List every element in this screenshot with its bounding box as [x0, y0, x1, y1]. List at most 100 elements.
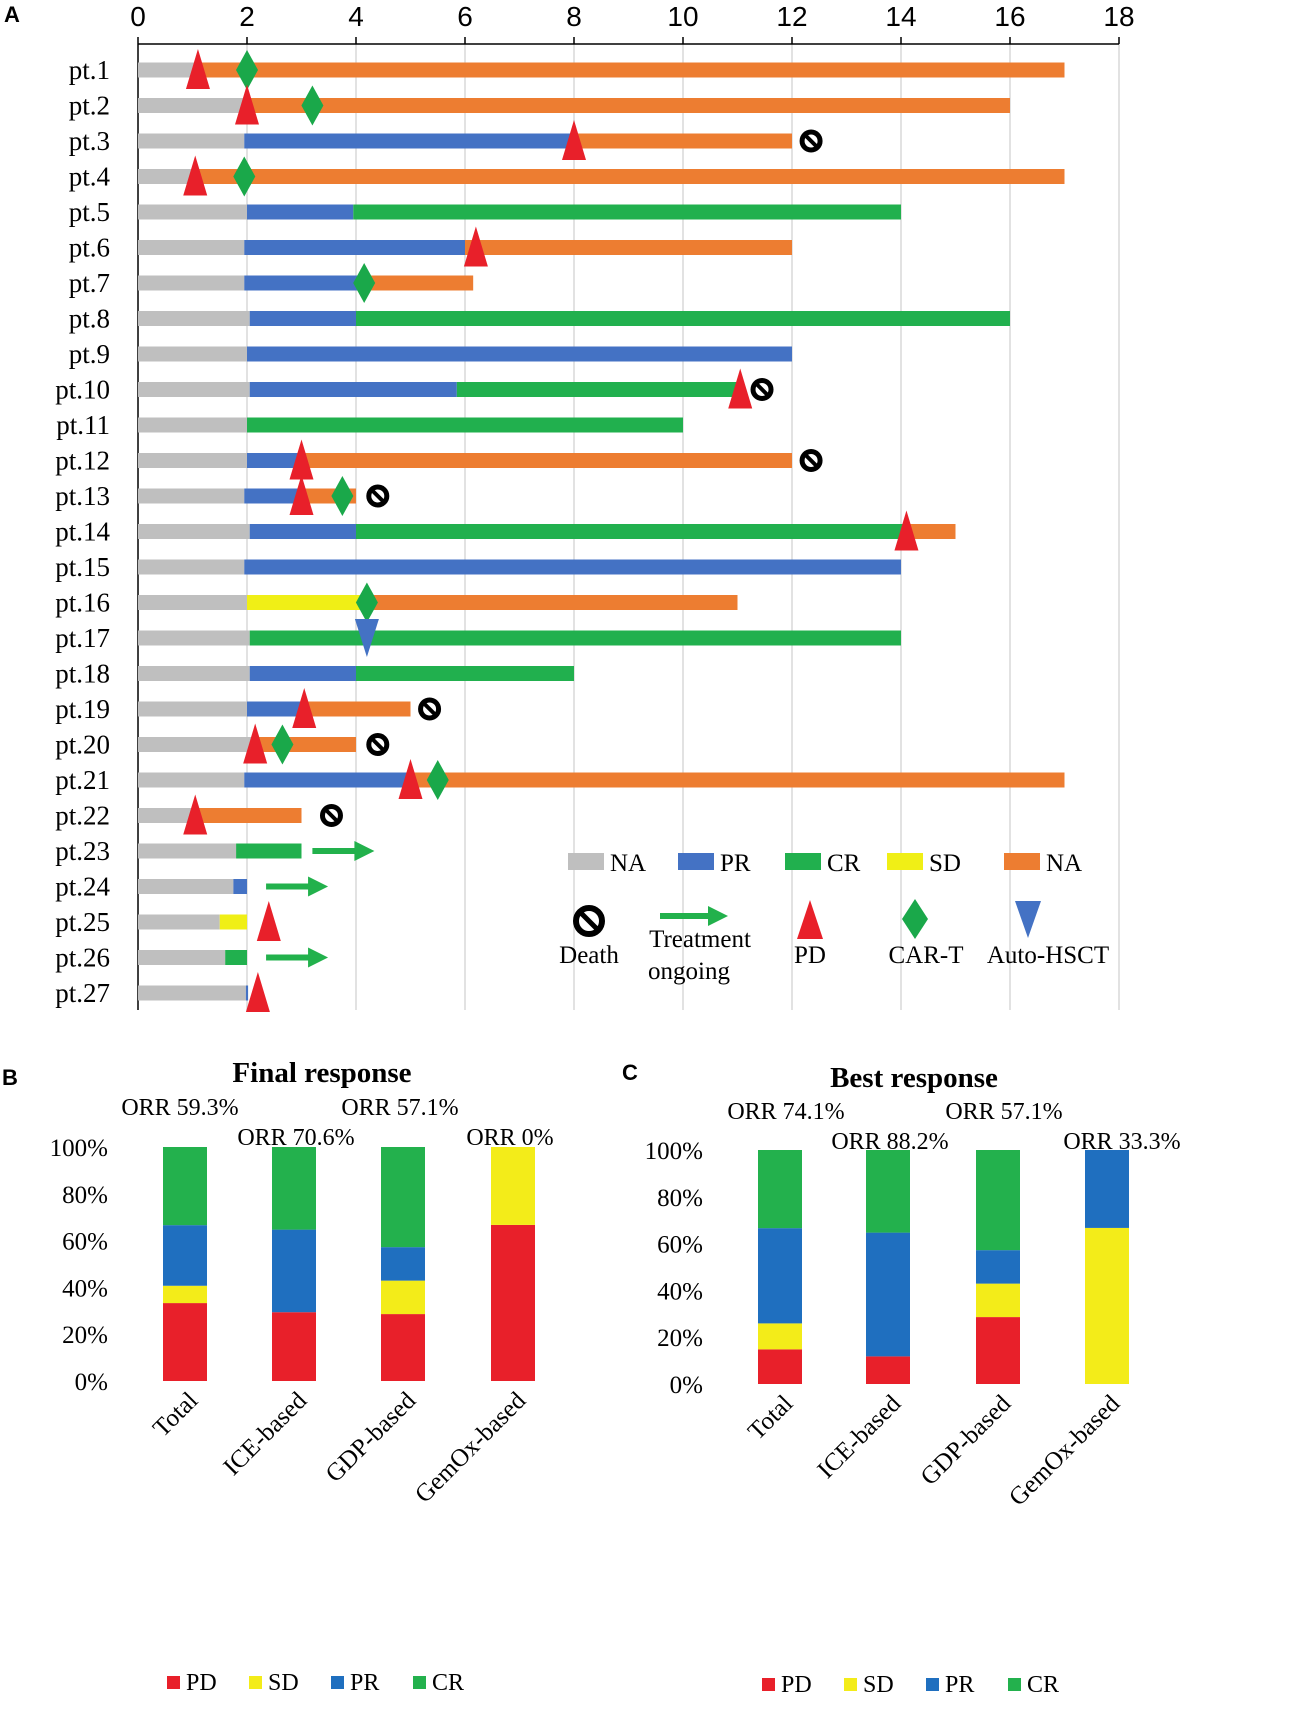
- patient-row: pt.26: [55, 943, 329, 973]
- patient-label: pt.6: [69, 233, 110, 263]
- category-label: Total: [148, 1387, 203, 1442]
- patient-row: pt.24: [55, 872, 329, 902]
- segment-na-orange: [255, 737, 356, 752]
- segment-na-orange: [195, 808, 302, 823]
- pd-marker: [289, 439, 314, 480]
- x-tick-label: 14: [885, 1, 916, 32]
- panel-a-timeline: A 0 2 4 6 8 10 12 14 16 18 pt.1 pt.2 pt.3 pt.4 pt.5 pt.6…: [4, 1, 1135, 1012]
- patient-row: pt.8: [69, 304, 1010, 334]
- patient-row: pt.20: [55, 723, 390, 765]
- chart-title: Best response: [830, 1062, 998, 1094]
- patient-row: pt.25: [55, 901, 281, 941]
- patient-label: pt.18: [55, 659, 110, 689]
- legend-swatch-cr: [785, 853, 821, 870]
- orr-label: ORR 57.1%: [945, 1099, 1062, 1125]
- patient-label: pt.20: [55, 730, 110, 760]
- legend-label-pr: PR: [350, 1670, 379, 1696]
- legend-swatch-sd: [887, 853, 923, 870]
- bar-pd: [272, 1312, 316, 1381]
- orr-label: ORR 74.1%: [727, 1099, 844, 1125]
- bar-pd: [491, 1224, 535, 1381]
- segment-na-orange: [366, 275, 474, 291]
- segment-na-gray: [138, 417, 247, 433]
- segment-na-gray: [138, 169, 196, 184]
- x-tick-label: 4: [348, 1, 364, 32]
- cart-marker: [426, 760, 449, 800]
- pd-marker: [463, 226, 488, 267]
- category-label: GemOx-based: [1004, 1390, 1126, 1512]
- death-marker: [418, 697, 442, 721]
- pd-marker: [728, 368, 753, 409]
- segment-na-gray: [138, 701, 247, 717]
- bar-pd: [163, 1303, 207, 1381]
- segment-na-gray: [138, 488, 245, 504]
- segment-cr: [356, 311, 1010, 326]
- patient-label: pt.13: [55, 481, 110, 511]
- pd-marker: [183, 155, 208, 196]
- segment-pr: [244, 240, 465, 255]
- death-slash: [578, 910, 600, 932]
- legend-label-cr: CR: [432, 1670, 464, 1696]
- patient-label: pt.23: [55, 836, 110, 866]
- segment-pr: [247, 701, 307, 717]
- arrow-head: [308, 947, 329, 968]
- segment-na-gray: [138, 772, 245, 788]
- cart-marker: [271, 724, 294, 765]
- cart-marker: [233, 156, 256, 197]
- patient-row: pt.4: [69, 155, 1065, 197]
- legend-auto-hsct-label: Auto-HSCT: [987, 942, 1109, 969]
- legend-label-na-orange: NA: [1046, 850, 1082, 877]
- segment-cr: [456, 382, 738, 397]
- pd-marker: [235, 84, 259, 125]
- patient-row: pt.19: [55, 688, 442, 728]
- patient-label: pt.2: [69, 91, 110, 121]
- panel-b-label: B: [2, 1065, 18, 1090]
- patient-row: pt.18: [55, 659, 574, 689]
- segment-cr: [236, 843, 302, 859]
- legend: PD SD PR CR: [167, 1670, 464, 1696]
- patient-label: pt.15: [55, 552, 110, 582]
- pd-marker: [256, 901, 281, 941]
- patient-label: pt.14: [55, 517, 110, 547]
- segment-pr: [249, 382, 457, 397]
- y-tick-label: 40%: [657, 1278, 703, 1305]
- legend-death-icon: [573, 905, 605, 937]
- patient-row: pt.27: [55, 972, 270, 1012]
- segment-cr: [356, 524, 907, 539]
- y-tick-label: 0%: [75, 1369, 108, 1396]
- y-tick-label: 20%: [657, 1325, 703, 1352]
- segment-pr: [244, 133, 574, 149]
- bar-pr: [1085, 1150, 1129, 1228]
- patient-label: pt.1: [69, 55, 110, 85]
- panel-c-label: C: [622, 1060, 638, 1085]
- y-tick-label: 20%: [62, 1322, 108, 1349]
- x-tick-label: 0: [130, 1, 146, 32]
- segment-na-gray: [138, 453, 247, 468]
- legend-label-sd: SD: [929, 850, 961, 877]
- bar-sd: [976, 1283, 1020, 1318]
- arrow-head: [354, 841, 375, 861]
- segment-na-orange: [306, 701, 411, 717]
- bar-pr: [758, 1228, 802, 1324]
- patient-row: pt.2: [69, 84, 1010, 126]
- pd-marker: [243, 723, 268, 764]
- segment-na-orange: [366, 595, 738, 610]
- legend-swatch-pr: [678, 853, 714, 870]
- segment-na-gray: [138, 559, 245, 575]
- patient-row: pt.23: [55, 836, 375, 866]
- y-tick-label: 100%: [645, 1138, 703, 1165]
- orr-label: ORR 33.3%: [1063, 1129, 1180, 1155]
- segment-cr: [247, 417, 683, 433]
- segment-na-gray: [138, 914, 220, 930]
- legend-ongoing-arrow: [660, 906, 728, 926]
- patient-row: pt.6: [69, 226, 792, 267]
- legend-ongoing-label-1: Treatment: [649, 926, 751, 953]
- segment-pr: [249, 524, 356, 539]
- segment-na-orange: [301, 453, 792, 468]
- x-tick-label: 2: [239, 1, 255, 32]
- patient-row: pt.21: [55, 759, 1065, 800]
- segment-pr: [247, 453, 302, 468]
- death-ring: [799, 129, 823, 153]
- segment-na-gray: [138, 98, 247, 113]
- bar-pd: [381, 1314, 425, 1381]
